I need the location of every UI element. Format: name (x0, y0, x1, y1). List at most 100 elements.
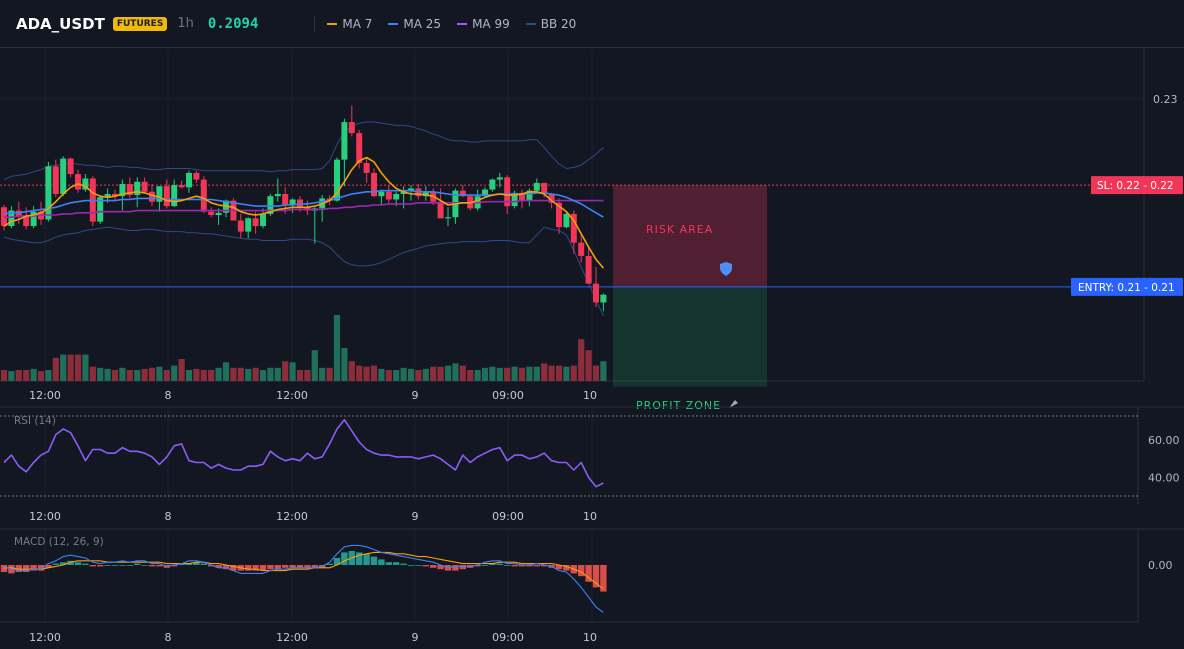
macd-signal-line (4, 551, 604, 590)
rsi-x-tick: 9 (412, 510, 419, 523)
ma7-swatch (327, 22, 338, 25)
candle-body (149, 191, 155, 202)
macd-histogram-bar (504, 565, 511, 566)
last-price: 0.2094 (207, 15, 259, 32)
macd-histogram-bar (378, 559, 385, 565)
volume-bar (97, 367, 104, 381)
macd-x-tick: 9 (412, 631, 419, 644)
volume-bar (444, 365, 452, 381)
price-tick-label: 0.23 (1153, 93, 1178, 106)
profit-zone (613, 286, 767, 387)
macd-histogram-bar (30, 565, 37, 571)
volume-bar (585, 350, 592, 381)
volume-bar (570, 365, 577, 381)
legend-ma7-label: MA 7 (342, 16, 373, 31)
volume-bar (45, 370, 52, 381)
macd-histogram-bar (422, 565, 429, 567)
candle-body (163, 186, 170, 207)
candle-body (489, 179, 496, 190)
macd-histogram-bar (341, 552, 348, 565)
rsi-x-tick: 8 (165, 510, 172, 523)
volume-bar (67, 354, 74, 381)
candle-body (541, 182, 548, 194)
macd-x-tick: 12:00 (276, 631, 308, 644)
candle-body (519, 192, 525, 201)
candle-body (511, 192, 518, 207)
volume-bar (474, 370, 481, 381)
macd-histogram-bar (526, 565, 533, 567)
macd-histogram-bar (148, 565, 156, 567)
volume-bar (489, 366, 496, 381)
candle-body (126, 184, 133, 196)
volume-bar (171, 365, 178, 381)
candle-body (348, 122, 355, 134)
volume-bar (134, 370, 141, 381)
rsi-x-tick: 09:00 (492, 510, 524, 523)
macd-histogram-bar (208, 565, 215, 567)
volume-bar (415, 370, 422, 381)
macd-x-tick: 10 (583, 631, 597, 644)
candle-body (45, 166, 52, 220)
legend-ma25[interactable]: MA 25 (388, 17, 441, 31)
volume-bar (319, 367, 326, 381)
candle-body (60, 158, 67, 194)
macd-histogram-bar (326, 563, 333, 565)
volume-bar (252, 367, 259, 381)
macd-histogram-bar (200, 563, 207, 565)
candle-body (526, 190, 533, 201)
macd-histogram-bar (481, 565, 489, 566)
rsi-line (3, 418, 604, 488)
volume-bar (37, 371, 45, 381)
volume-bar (430, 366, 437, 381)
volume-bar (526, 366, 533, 381)
futures-badge: FUTURES (112, 16, 168, 31)
chart-header: ADA_USDT FUTURES 1h 0.2094 MA 7 MA 25 MA… (0, 0, 1184, 48)
macd-histogram-bar (97, 565, 104, 567)
candle-body (82, 178, 89, 190)
timeframe-label[interactable]: 1h (177, 16, 194, 31)
macd-histogram-bar (141, 565, 148, 566)
volume-bar (437, 366, 444, 381)
candle-body (289, 199, 296, 206)
volume-bar (104, 368, 111, 381)
candle-body (600, 294, 607, 303)
legend-ma7[interactable]: MA 7 (327, 17, 372, 31)
candle-body (112, 193, 118, 197)
macd-x-tick: 09:00 (492, 631, 524, 644)
legend-ma99[interactable]: MA 99 (457, 17, 510, 31)
symbol-label[interactable]: ADA_USDT (16, 14, 105, 33)
macd-histogram-bar (193, 562, 200, 565)
macd-histogram-bar (67, 560, 74, 565)
candle-body (585, 255, 592, 284)
volume-bar (311, 350, 318, 381)
volume-bar (511, 366, 518, 381)
macd-histogram-bar (126, 565, 133, 566)
legend-bb20[interactable]: BB 20 (525, 17, 576, 31)
macd-title: MACD (12, 26, 9) (14, 536, 104, 548)
macd-histogram-bar (592, 565, 600, 588)
candle-body (193, 172, 200, 180)
ma25-swatch (388, 22, 399, 25)
candle-body (52, 166, 59, 194)
macd-histogram-bar (304, 565, 311, 568)
volume-bar (348, 361, 355, 381)
volume-bar (363, 366, 370, 381)
volume-bar (341, 348, 348, 381)
candle-body (97, 197, 104, 222)
bb-upper-line (3, 121, 604, 181)
volume-bar (578, 339, 585, 381)
volume-bar (208, 370, 215, 381)
rsi-title: RSI (14) (14, 415, 56, 427)
volume-bar (370, 365, 378, 381)
rsi-x-tick: 12:00 (276, 510, 308, 523)
candle-body (274, 193, 281, 197)
candle-body (504, 177, 511, 207)
volume-bar (60, 354, 67, 381)
volume-bar (563, 366, 570, 381)
candle-body (119, 184, 126, 197)
shield-icon (720, 262, 732, 276)
volume-bar (111, 370, 119, 381)
macd-histogram-bar (585, 565, 592, 582)
candle-body (260, 213, 266, 227)
